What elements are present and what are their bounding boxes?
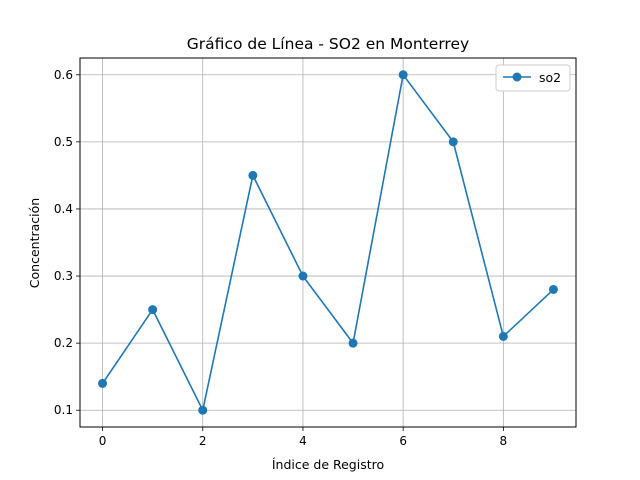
- y-tick-label: 0.6: [54, 68, 73, 82]
- y-tick-label: 0.2: [54, 336, 73, 350]
- x-axis-label: Índice de Registro: [272, 457, 384, 472]
- y-tick-label: 0.4: [54, 202, 73, 216]
- data-point: [348, 338, 358, 348]
- y-tick-label: 0.1: [54, 403, 73, 417]
- series-markers-so2: [98, 70, 558, 415]
- data-point: [198, 405, 208, 415]
- data-point: [298, 271, 308, 281]
- data-point: [248, 170, 258, 180]
- series-line-so2: [101, 72, 555, 413]
- data-point: [498, 331, 508, 341]
- legend-marker: [512, 72, 522, 82]
- data-point: [448, 137, 458, 147]
- x-tick-label: 6: [399, 434, 407, 448]
- x-tick-label: 4: [299, 434, 307, 448]
- x-tick-label: 2: [199, 434, 207, 448]
- grid: [80, 58, 576, 427]
- legend: so2: [495, 64, 571, 92]
- x-axis: 0 2 4 6 8: [99, 427, 507, 448]
- x-tick-label: 8: [500, 434, 508, 448]
- y-tick-label: 0.5: [54, 135, 73, 149]
- data-point: [398, 70, 408, 80]
- legend-box: [495, 64, 571, 92]
- legend-label-so2: so2: [539, 70, 561, 85]
- y-axis-label: Concentración: [27, 198, 42, 288]
- plot-frame: [79, 57, 577, 428]
- data-point: [98, 378, 108, 388]
- x-tick-label: 0: [99, 434, 107, 448]
- data-point: [148, 305, 158, 315]
- chart-title: Gráfico de Línea - SO2 en Monterrey: [187, 35, 469, 53]
- y-tick-label: 0.3: [54, 269, 73, 283]
- y-axis: 0.1 0.2 0.3 0.4 0.5 0.6: [54, 68, 80, 417]
- data-point: [548, 284, 558, 294]
